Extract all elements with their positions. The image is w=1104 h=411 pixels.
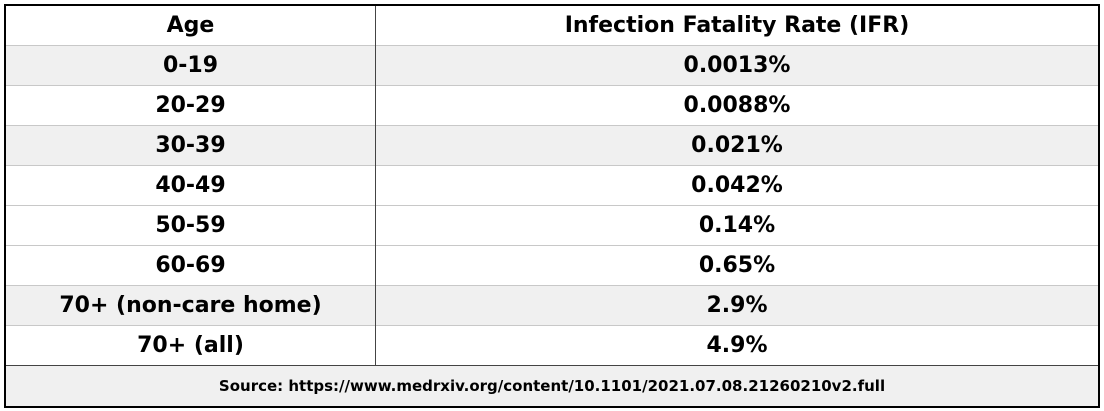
age-cell: 0-19 — [5, 45, 376, 86]
table-row: 50-59 0.14% — [5, 205, 1099, 246]
ifr-cell: 0.0013% — [375, 45, 1099, 86]
table-row: 70+ (all) 4.9% — [5, 325, 1099, 366]
table-row: 70+ (non-care home) 2.9% — [5, 285, 1099, 326]
ifr-cell: 2.9% — [375, 285, 1099, 326]
table-row: 0-19 0.0013% — [5, 45, 1099, 86]
age-cell: 70+ (all) — [5, 325, 376, 366]
table-row: 40-49 0.042% — [5, 165, 1099, 206]
source: Source: https://www.medrxiv.org/content/… — [5, 365, 1099, 407]
ifr-table: Age Infection Fatality Rate (IFR) 0-19 0.… — [4, 4, 1100, 408]
ifr-cell: 4.9% — [375, 325, 1099, 366]
ifr-cell: 0.021% — [375, 125, 1099, 166]
table-body: 0-19 0.0013% 20-29 0.0088% 30-39 0.021% 40-49 0… — [5, 45, 1099, 366]
header-cell: Age — [5, 4, 376, 46]
table-row: 20-29 0.0088% — [5, 85, 1099, 126]
table-row: 60-69 0.65% — [5, 245, 1099, 286]
age-cell: 20-29 — [5, 85, 376, 126]
header-cell: Infection Fatality Rate (IFR) — [375, 4, 1099, 46]
header-row: Age Infection Fatality Rate (IFR) — [5, 4, 1099, 46]
ifr-cell: 0.042% — [375, 165, 1099, 206]
age-cell: 70+ (non-care home) — [5, 285, 376, 326]
table-row: 30-39 0.021% — [5, 125, 1099, 166]
age-cell: 50-59 — [5, 205, 376, 246]
source-row: Source: https://www.medrxiv.org/content/… — [5, 365, 1099, 407]
ifr-cell: 0.14% — [375, 205, 1099, 246]
ifr-cell: 0.0088% — [375, 85, 1099, 126]
age-cell: 60-69 — [5, 245, 376, 286]
ifr-cell: 0.65% — [375, 245, 1099, 286]
age-cell: 40-49 — [5, 165, 376, 206]
age-cell: 30-39 — [5, 125, 376, 166]
